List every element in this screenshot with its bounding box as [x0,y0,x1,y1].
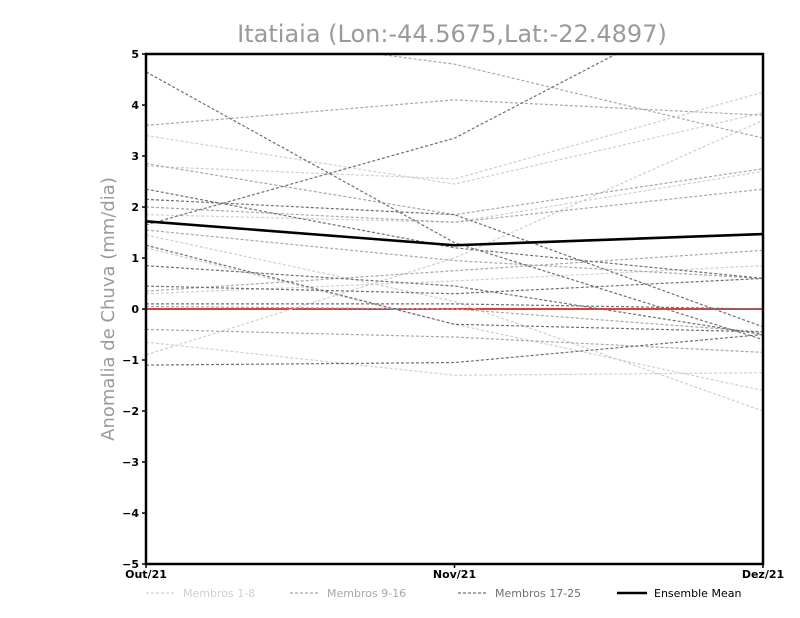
x-tick-label: Dez/21 [742,568,784,581]
series-lines [146,54,763,412]
chart-title: Itatiaia (Lon:-44.5675,Lat:-22.4897) [237,20,667,48]
member-line-g3-6 [146,277,763,295]
member-line-g1-2 [146,91,763,180]
x-tick-label: Out/21 [125,568,167,581]
legend-label: Membros 17-25 [495,587,581,600]
y-tick-label: 3 [131,150,139,163]
y-axis-label: Anomalia de Chuva (mm/dia) [98,177,119,441]
y-tick-label: 5 [131,48,139,61]
member-line-g1-6 [146,119,763,356]
y-tick-label: −5 [122,558,139,571]
y-tick-label: 1 [131,252,139,265]
y-tick-label: −4 [122,507,139,520]
member-line-g2-1 [146,99,763,126]
member-line-g2-2 [372,54,763,139]
member-line-g1-8 [146,170,763,223]
member-line-g3-7 [146,303,763,310]
member-line-g1-3 [146,234,763,412]
legend-label: Membros 1-8 [183,587,255,600]
member-line-g1-5 [146,341,763,376]
member-line-g3-3 [146,188,763,279]
member-line-g1-4 [146,247,763,392]
member-line-g1-7 [146,265,763,295]
legend-label: Ensemble Mean [654,587,741,600]
member-line-g3-2 [146,54,618,226]
member-line-g2-8 [146,229,763,279]
y-tick-label: 4 [131,99,139,112]
member-line-g2-6 [146,305,763,333]
member-line-g2-5 [146,249,763,292]
member-line-g2-7 [146,328,763,353]
member-line-g3-8 [146,333,763,366]
member-line-g3-4 [146,198,763,328]
member-line-g2-3 [146,163,763,216]
legend-label: Membros 9-16 [327,587,406,600]
member-line-g3-1 [146,71,763,341]
y-tick-label: 0 [131,303,139,316]
member-line-g1-1 [146,112,763,185]
ensemble-mean-line [146,219,763,247]
plot-area: −5 −4 −3 −2 −1 0 1 2 3 4 5 Out/21 Nov/21 Dez/21 [122,48,784,581]
y-tick-label: −1 [122,354,139,367]
legend: Membros 1-8 Membros 9-16 Membros 17-25 Ense… [146,587,741,600]
y-tick-label: 2 [131,201,139,214]
member-line-g3-5 [146,265,763,336]
member-line-g2-4 [146,188,763,223]
x-tick-label: Nov/21 [433,568,476,581]
y-tick-label: −2 [122,405,139,418]
member-line-g3-9 [146,244,763,333]
y-tick-label: −3 [122,456,139,469]
